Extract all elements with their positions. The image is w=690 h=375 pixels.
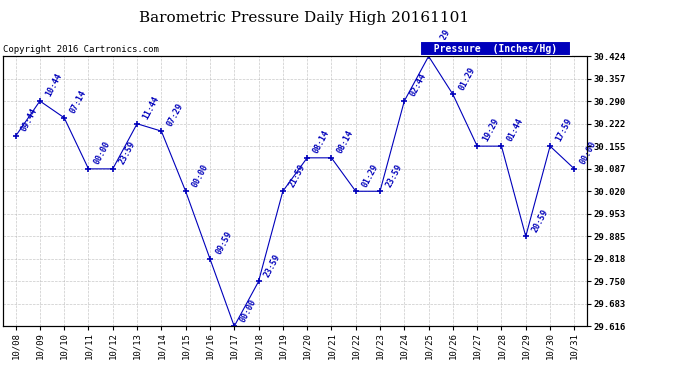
Text: 00:00: 00:00	[578, 140, 598, 166]
Text: 07:29: 07:29	[166, 102, 185, 128]
Text: 00:00: 00:00	[92, 140, 112, 166]
Text: 00:00: 00:00	[190, 162, 210, 189]
Text: 10:44: 10:44	[44, 72, 63, 98]
Text: 23:59: 23:59	[384, 162, 404, 189]
Text: 21:59: 21:59	[287, 162, 306, 189]
Text: Barometric Pressure Daily High 20161101: Barometric Pressure Daily High 20161101	[139, 11, 469, 25]
Text: 23:59: 23:59	[263, 252, 282, 279]
Text: 01:29: 01:29	[360, 162, 380, 189]
Text: 01:29: 01:29	[457, 65, 477, 92]
Text: 19:29: 19:29	[482, 117, 501, 143]
Text: 02:44: 02:44	[408, 72, 428, 98]
Text: 01:44: 01:44	[506, 117, 525, 143]
Text: Pressure  (Inches/Hg): Pressure (Inches/Hg)	[422, 44, 569, 54]
Text: 08:14: 08:14	[311, 129, 331, 155]
Text: 20:59: 20:59	[530, 207, 550, 234]
Text: 09:44: 09:44	[20, 107, 39, 134]
Text: 08:14: 08:14	[335, 129, 355, 155]
Text: Copyright 2016 Cartronics.com: Copyright 2016 Cartronics.com	[3, 45, 159, 54]
Text: 07:14: 07:14	[68, 88, 88, 115]
Text: 23:59: 23:59	[117, 140, 137, 166]
Text: 11:44: 11:44	[141, 94, 161, 121]
Text: 09:29: 09:29	[433, 27, 453, 54]
Text: 17:59: 17:59	[554, 117, 574, 143]
Text: 00:00: 00:00	[239, 297, 258, 324]
Text: 09:59: 09:59	[214, 230, 234, 256]
